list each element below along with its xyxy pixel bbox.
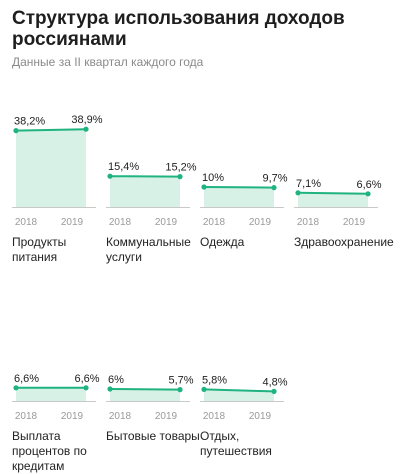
year-tick-2018: 2018 — [203, 217, 226, 228]
year-tick-2018: 2018 — [109, 411, 132, 422]
value-label-2018: 10% — [202, 172, 224, 184]
data-point-2018 — [13, 128, 18, 133]
value-label-2018: 15,4% — [108, 161, 139, 173]
data-point-2019 — [177, 174, 182, 179]
value-label-2018: 6,6% — [14, 373, 39, 385]
year-tick-2019: 2019 — [343, 217, 366, 228]
year-tick-2018: 2018 — [109, 217, 132, 228]
year-tick-2019: 2019 — [155, 411, 178, 422]
year-tick-2019: 2019 — [155, 217, 178, 228]
data-point-2019 — [365, 191, 370, 196]
value-label-2018: 38,2% — [14, 116, 45, 128]
data-point-2019 — [83, 385, 88, 390]
year-tick-2018: 2018 — [15, 411, 38, 422]
value-label-2018: 7,1% — [296, 178, 321, 190]
year-tick-2018: 2018 — [15, 217, 38, 228]
category-label: Продукты питания — [12, 235, 107, 265]
value-label-2019: 15,2% — [165, 162, 196, 174]
area-fill — [16, 129, 86, 207]
category-label: Выплата процентов по кредитам — [12, 429, 107, 474]
data-point-2018 — [201, 387, 206, 392]
series-line — [298, 193, 368, 194]
value-label-2019: 38,9% — [71, 114, 102, 126]
data-point-2018 — [201, 184, 206, 189]
area-fill — [204, 187, 274, 207]
data-point-2019 — [83, 127, 88, 132]
year-tick-2019: 2019 — [61, 217, 84, 228]
value-label-2018: 6% — [108, 374, 124, 386]
panel-svg: 10% 9,7% 2018 2019 — [200, 111, 284, 233]
category-label: Коммунальные услуги — [106, 235, 201, 265]
category-label: Здравоохранение — [294, 235, 389, 250]
value-label-2019: 4,8% — [262, 376, 287, 388]
year-tick-2018: 2018 — [297, 217, 320, 228]
data-point-2018 — [295, 190, 300, 195]
year-tick-2019: 2019 — [61, 411, 84, 422]
panel-svg: 6,6% 6,6% 2018 2019 — [12, 305, 96, 427]
area-fill — [110, 176, 180, 207]
series-line — [204, 187, 274, 188]
area-fill — [16, 388, 86, 401]
value-label-2019: 9,7% — [262, 173, 287, 185]
year-tick-2019: 2019 — [249, 217, 272, 228]
series-line — [16, 129, 86, 130]
data-point-2019 — [177, 387, 182, 392]
value-label-2018: 5,8% — [202, 374, 227, 386]
category-label: Бытовые товары — [106, 429, 201, 444]
data-point-2018 — [107, 386, 112, 391]
data-point-2018 — [107, 174, 112, 179]
panel-svg: 6% 5,7% 2018 2019 — [106, 305, 190, 427]
series-line — [110, 389, 180, 390]
category-label: Одежда — [200, 235, 295, 250]
year-tick-2019: 2019 — [249, 411, 272, 422]
chart-subtitle: Данные за II квартал каждого года — [12, 55, 203, 69]
value-label-2019: 5,7% — [168, 375, 193, 387]
panel-svg: 5,8% 4,8% 2018 2019 — [200, 305, 284, 427]
area-fill — [110, 389, 180, 401]
year-tick-2018: 2018 — [203, 411, 226, 422]
chart-title: Структура использования доходов россияна… — [12, 8, 392, 50]
value-label-2019: 6,6% — [74, 373, 99, 385]
category-label: Отдых, путешествия — [200, 429, 295, 459]
data-point-2019 — [271, 185, 276, 190]
area-fill — [298, 193, 368, 207]
data-point-2018 — [13, 385, 18, 390]
value-label-2019: 6,6% — [356, 179, 381, 191]
panel-svg: 7,1% 6,6% 2018 2019 — [294, 111, 378, 233]
data-point-2019 — [271, 389, 276, 394]
